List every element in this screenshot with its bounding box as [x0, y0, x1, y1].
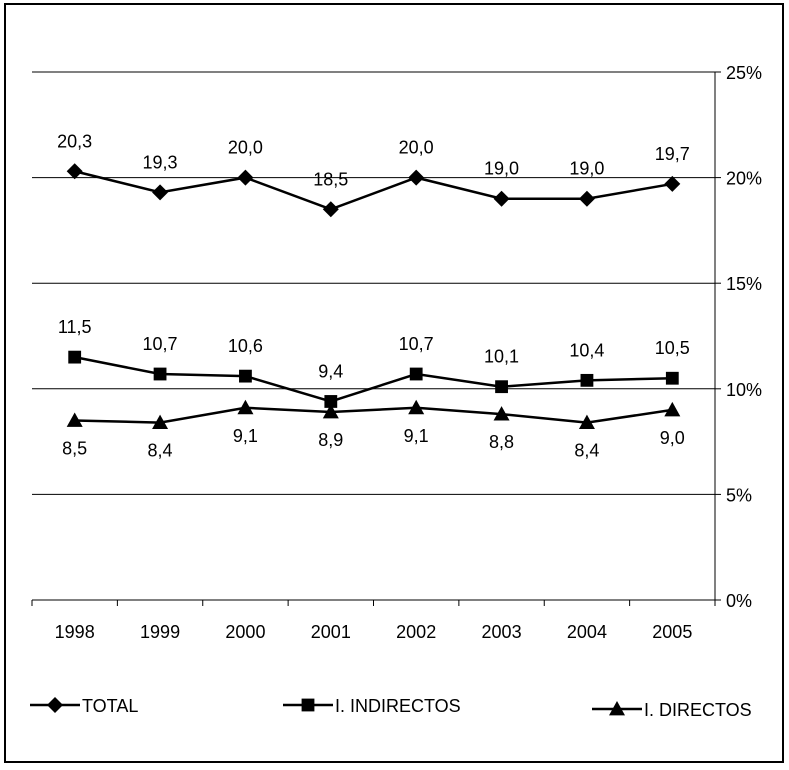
- marker-i-directos: [578, 414, 595, 429]
- legend-marker-i-indirectos: [301, 698, 315, 712]
- data-label-i-indirectos: 9,4: [318, 361, 343, 381]
- marker-i-directos: [322, 404, 339, 419]
- legend-label-i-indirectos: I. INDIRECTOS: [335, 696, 461, 716]
- series-line-i-indirectos: [74, 355, 673, 403]
- y-tick-label: 20%: [726, 169, 762, 189]
- y-tick-label: 0%: [726, 591, 752, 611]
- marker-i-directos: [493, 406, 510, 421]
- legend-marker-i-directos: [609, 701, 625, 716]
- data-label-i-directos: 8,5: [62, 438, 87, 458]
- y-tick-label: 25%: [726, 63, 762, 83]
- marker-total: [152, 184, 169, 201]
- marker-i-directos: [237, 399, 254, 415]
- data-label-i-indirectos: 10,7: [399, 334, 434, 354]
- marker-i-directos: [66, 412, 83, 427]
- x-tick-label: 1998: [55, 622, 95, 642]
- marker-total: [578, 190, 595, 207]
- x-tick-label: 2005: [652, 622, 692, 642]
- data-label-total: 20,0: [228, 138, 263, 158]
- data-label-i-directos: 8,8: [489, 432, 514, 452]
- data-label-i-indirectos: 10,4: [569, 340, 604, 360]
- marker-i-indirectos: [239, 369, 252, 383]
- marker-i-directos: [152, 414, 169, 429]
- data-label-i-directos: 8,4: [148, 441, 173, 461]
- marker-total: [664, 175, 681, 192]
- data-label-total: 18,5: [313, 169, 348, 189]
- y-tick-label: 15%: [726, 274, 762, 294]
- x-tick-label: 1999: [140, 622, 180, 642]
- marker-i-indirectos: [495, 380, 508, 394]
- marker-total: [408, 169, 425, 186]
- x-tick-label: 2000: [225, 622, 265, 642]
- data-label-i-directos: 9,1: [233, 426, 258, 446]
- x-tick-label: 2001: [311, 622, 351, 642]
- x-tick-label: 2002: [396, 622, 436, 642]
- data-label-total: 20,3: [57, 131, 92, 151]
- marker-i-directos: [408, 399, 425, 415]
- marker-i-directos: [664, 401, 681, 417]
- marker-total: [322, 201, 339, 218]
- data-label-i-indirectos: 10,6: [228, 336, 263, 356]
- legend-label-i-directos: I. DIRECTOS: [644, 700, 752, 720]
- y-tick-label: 5%: [726, 485, 752, 505]
- legend-label-total: TOTAL: [82, 696, 138, 716]
- data-label-i-indirectos: 10,5: [655, 338, 690, 358]
- marker-total: [493, 190, 510, 207]
- marker-i-indirectos: [153, 367, 167, 381]
- data-label-i-directos: 8,4: [574, 441, 599, 461]
- data-label-i-directos: 9,1: [404, 426, 429, 446]
- series-line-i-directos: [74, 406, 673, 424]
- data-label-i-directos: 9,0: [660, 428, 685, 448]
- data-label-i-indirectos: 11,5: [58, 317, 92, 337]
- data-label-total: 19,3: [143, 152, 178, 172]
- data-label-total: 19,0: [569, 159, 604, 179]
- marker-i-indirectos: [665, 371, 679, 385]
- legend-marker-total: [47, 697, 63, 713]
- marker-i-indirectos: [324, 395, 338, 408]
- marker-total: [66, 163, 83, 180]
- x-tick-label: 2004: [567, 622, 607, 642]
- y-tick-label: 10%: [726, 380, 762, 400]
- series-line-total: [74, 170, 673, 211]
- marker-i-indirectos: [68, 350, 82, 364]
- data-label-i-indirectos: 10,1: [484, 347, 519, 367]
- marker-total: [237, 169, 254, 186]
- data-label-i-indirectos: 10,7: [143, 334, 178, 354]
- data-label-total: 19,0: [484, 159, 519, 179]
- marker-i-indirectos: [580, 373, 594, 387]
- chart-frame: [4, 3, 784, 763]
- data-label-total: 20,0: [399, 138, 434, 158]
- data-label-i-directos: 8,9: [318, 430, 343, 450]
- data-label-total: 19,7: [655, 144, 690, 164]
- x-tick-label: 2003: [482, 622, 522, 642]
- marker-i-indirectos: [409, 367, 423, 381]
